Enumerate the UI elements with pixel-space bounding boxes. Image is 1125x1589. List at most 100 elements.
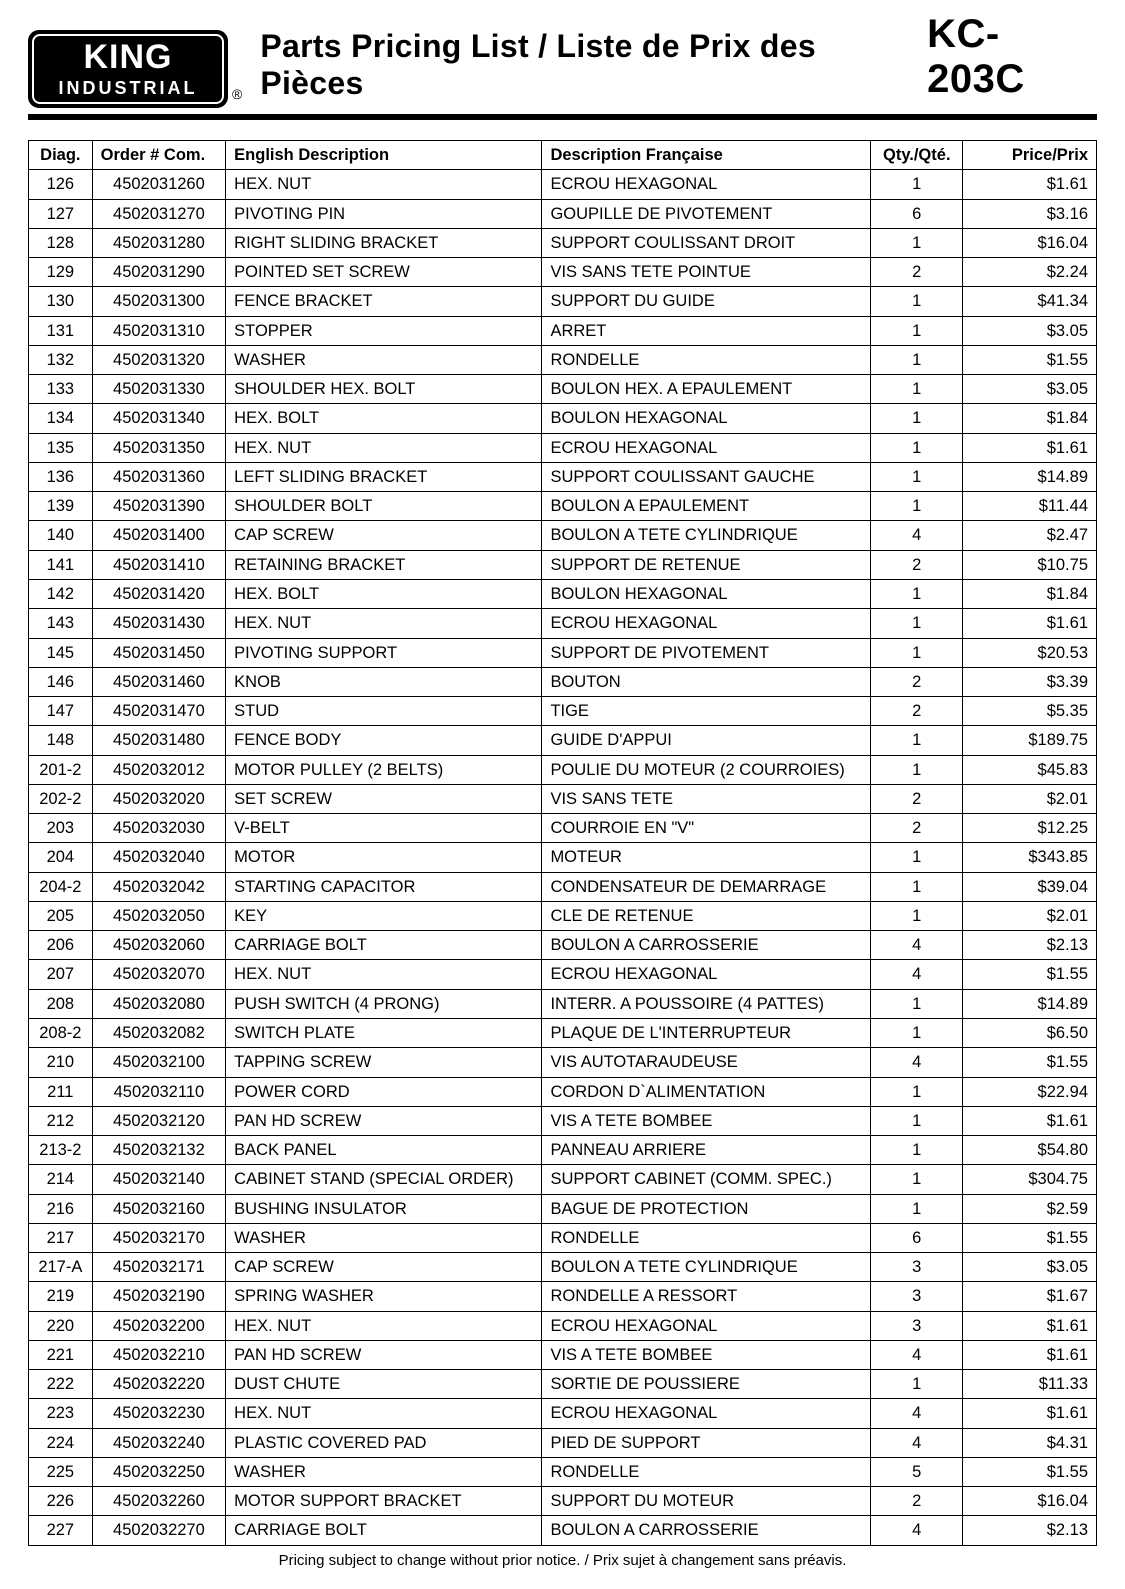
cell-fr: VIS SANS TETE [542,784,871,813]
cell-price: $1.55 [963,1223,1097,1252]
table-row: 1344502031340HEX. BOLTBOULON HEXAGONAL1$… [29,404,1097,433]
cell-qty: 1 [871,433,963,462]
table-row: 2264502032260MOTOR SUPPORT BRACKETSUPPOR… [29,1487,1097,1516]
cell-price: $54.80 [963,1136,1097,1165]
cell-order: 4502031300 [92,287,226,316]
cell-qty: 1 [871,843,963,872]
cell-en: POWER CORD [226,1077,542,1106]
cell-diag: 141 [29,550,93,579]
cell-diag: 139 [29,492,93,521]
cell-price: $22.94 [963,1077,1097,1106]
cell-qty: 1 [871,287,963,316]
cell-diag: 201-2 [29,755,93,784]
cell-order: 4502031360 [92,462,226,491]
cell-order: 4502032082 [92,1018,226,1047]
cell-qty: 1 [871,462,963,491]
cell-en: PIVOTING SUPPORT [226,638,542,667]
cell-en: LEFT SLIDING BRACKET [226,462,542,491]
cell-en: WASHER [226,1223,542,1252]
cell-order: 4502031460 [92,667,226,696]
cell-order: 4502031280 [92,228,226,257]
cell-order: 4502032050 [92,901,226,930]
cell-qty: 1 [871,609,963,638]
table-row: 2174502032170WASHERRONDELLE6$1.55 [29,1223,1097,1252]
cell-fr: GOUPILLE DE PIVOTEMENT [542,199,871,228]
cell-fr: SORTIE DE POUSSIERE [542,1370,871,1399]
cell-diag: 214 [29,1165,93,1194]
cell-order: 4502032030 [92,814,226,843]
page-title: Parts Pricing List / Liste de Prix des P… [260,28,927,102]
table-row: 2124502032120PAN HD SCREWVIS A TETE BOMB… [29,1106,1097,1135]
cell-en: HEX. NUT [226,609,542,638]
cell-en: SPRING WASHER [226,1282,542,1311]
king-industrial-logo-icon: KING INDUSTRIAL [28,30,228,108]
cell-fr: SUPPORT DE PIVOTEMENT [542,638,871,667]
cell-qty: 2 [871,667,963,696]
cell-price: $1.61 [963,1399,1097,1428]
cell-price: $5.35 [963,697,1097,726]
cell-order: 4502032260 [92,1487,226,1516]
cell-diag: 143 [29,609,93,638]
cell-order: 4502032270 [92,1516,226,1545]
cell-fr: VIS AUTOTARAUDEUSE [542,1048,871,1077]
cell-order: 4502032042 [92,872,226,901]
cell-qty: 1 [871,1077,963,1106]
cell-fr: TIGE [542,697,871,726]
cell-qty: 2 [871,1487,963,1516]
cell-qty: 4 [871,1048,963,1077]
cell-fr: CLE DE RETENUE [542,901,871,930]
cell-fr: BOULON A CARROSSERIE [542,1516,871,1545]
cell-en: CARRIAGE BOLT [226,931,542,960]
cell-price: $2.01 [963,784,1097,813]
cell-fr: RONDELLE A RESSORT [542,1282,871,1311]
cell-price: $3.05 [963,1253,1097,1282]
cell-price: $2.24 [963,258,1097,287]
cell-diag: 134 [29,404,93,433]
cell-fr: BOULON A CARROSSERIE [542,931,871,960]
cell-en: TAPPING SCREW [226,1048,542,1077]
cell-qty: 2 [871,550,963,579]
cell-diag: 211 [29,1077,93,1106]
col-order: Order # Com. [92,141,226,170]
cell-qty: 2 [871,784,963,813]
cell-price: $2.47 [963,521,1097,550]
cell-diag: 135 [29,433,93,462]
cell-diag: 205 [29,901,93,930]
cell-en: CAP SCREW [226,521,542,550]
cell-diag: 221 [29,1340,93,1369]
table-row: 2164502032160BUSHING INSULATORBAGUE DE P… [29,1194,1097,1223]
cell-order: 4502031350 [92,433,226,462]
table-row: 1354502031350HEX. NUTECROU HEXAGONAL1$1.… [29,433,1097,462]
cell-fr: SUPPORT DU GUIDE [542,287,871,316]
table-row: 2254502032250WASHERRONDELLE5$1.55 [29,1457,1097,1486]
cell-price: $39.04 [963,872,1097,901]
cell-diag: 213-2 [29,1136,93,1165]
cell-fr: PANNEAU ARRIERE [542,1136,871,1165]
cell-order: 4502032160 [92,1194,226,1223]
cell-order: 4502031270 [92,199,226,228]
cell-diag: 146 [29,667,93,696]
cell-en: PLASTIC COVERED PAD [226,1428,542,1457]
cell-price: $1.84 [963,579,1097,608]
cell-qty: 1 [871,872,963,901]
cell-price: $1.61 [963,1106,1097,1135]
cell-en: WASHER [226,345,542,374]
cell-price: $343.85 [963,843,1097,872]
table-row: 2104502032100TAPPING SCREWVIS AUTOTARAUD… [29,1048,1097,1077]
table-row: 1464502031460KNOBBOUTON2$3.39 [29,667,1097,696]
cell-order: 4502032170 [92,1223,226,1252]
cell-fr: BAGUE DE PROTECTION [542,1194,871,1223]
cell-price: $2.01 [963,901,1097,930]
cell-diag: 130 [29,287,93,316]
table-row: 2244502032240PLASTIC COVERED PADPIED DE … [29,1428,1097,1457]
cell-en: HEX. NUT [226,1311,542,1340]
cell-fr: SUPPORT COULISSANT DROIT [542,228,871,257]
cell-en: BUSHING INSULATOR [226,1194,542,1223]
table-row: 1274502031270PIVOTING PINGOUPILLE DE PIV… [29,199,1097,228]
cell-price: $14.89 [963,989,1097,1018]
cell-qty: 1 [871,755,963,784]
cell-fr: BOULON A TETE CYLINDRIQUE [542,521,871,550]
cell-qty: 3 [871,1311,963,1340]
cell-order: 4502032171 [92,1253,226,1282]
cell-en: PAN HD SCREW [226,1340,542,1369]
